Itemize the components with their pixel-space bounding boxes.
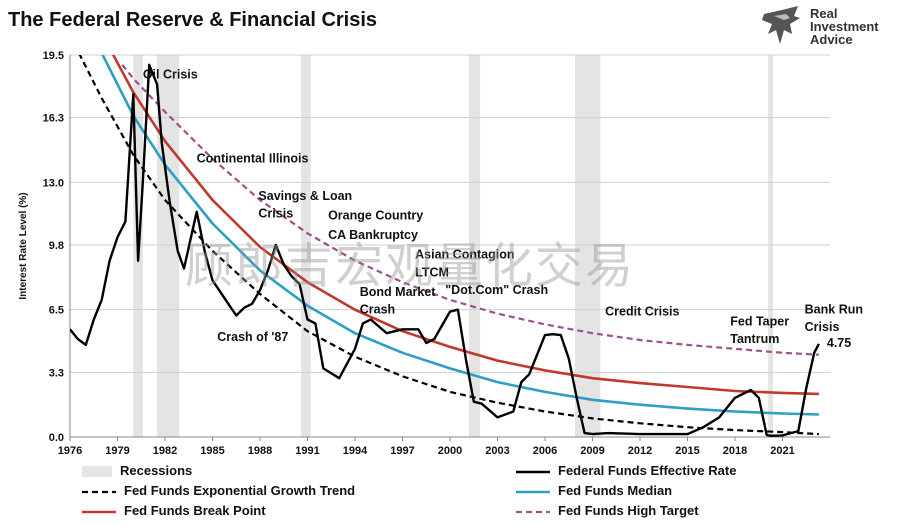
watermark-text: 顾郎吉宏观量化交易 [185,238,636,294]
x-tick-label: 1997 [390,445,414,457]
x-tick-label: 1985 [200,445,224,457]
x-tick-label: 1988 [248,445,272,457]
series-median [101,55,819,416]
chart-title: The Federal Reserve & Financial Crisis [8,9,378,31]
y-tick-label: 3.3 [49,367,64,379]
annotation-label: Bank Run [805,303,863,317]
recession-band [469,55,481,437]
y-axis-title: Interest Rate Level (%) [18,192,29,299]
y-tick-label: 16.3 [43,113,64,125]
x-tick-label: 2018 [723,445,747,457]
series-lines [70,55,820,437]
x-tick-label: 2009 [580,445,604,457]
x-tick-label: 2000 [438,445,462,457]
x-tick-label: 1982 [153,445,177,457]
annotation-label: Credit Crisis [605,305,679,319]
annotation-label: Orange Country [328,209,423,223]
annotation-label: Continental Illinois [197,152,309,166]
recession-band [768,55,773,437]
annotation-label: "Dot.Com" Crash [445,283,548,297]
x-tick-label: 1976 [58,445,82,457]
recession-band [575,55,601,437]
y-tick-label: 6.5 [49,305,64,317]
annotations: Oil Crisis Continental Illinois Savings & … [143,68,863,350]
brand-line-3: Advice [810,32,853,47]
brand-line-1: Real [810,6,838,21]
axes: 0.0 3.3 6.5 9.8 13.0 16.3 19.5 1976 1979 1982 1985… [43,50,830,457]
annotation-label: Bond Market [360,285,437,299]
brand-line-2: Investment [810,19,879,34]
annotation-label: Crash [360,303,395,317]
annotation-label: Savings & Loan [258,189,352,203]
brand-logo: Real Investment Advice [760,4,895,48]
series-break-point [111,55,819,396]
annotation-label: Crisis [805,320,840,334]
y-tick-label: 9.8 [49,240,64,252]
x-tick-label: 2021 [770,445,794,457]
recession-band [301,55,311,437]
eagle-icon [762,6,800,44]
annotation-label: Oil Crisis [143,68,198,82]
x-tick-label: 2006 [533,445,557,457]
annotation-label: Tantrum [730,332,779,346]
annotation-label: LTCM [415,265,449,279]
y-tick-label: 19.5 [43,50,64,62]
x-tick-label: 1991 [295,445,319,457]
annotation-label: Asian Contagion [415,248,514,262]
annotation-label: Crisis [258,207,293,221]
x-tick-label: 1979 [105,445,129,457]
annotation-label: Crash of '87 [217,330,288,344]
x-tick-label: 2012 [628,445,652,457]
y-tick-label: 13.0 [43,177,64,189]
annotation-label: 4.75 [827,336,851,350]
annotation-label: Fed Taper [730,314,789,328]
y-tick-label: 0.0 [49,432,64,444]
series-exponential-trend [78,55,819,436]
annotation-label: CA Bankruptcy [328,228,418,242]
series-effective-rate [70,63,820,437]
brand-name: Real Investment Advice [810,7,879,46]
x-tick-label: 2015 [675,445,699,457]
x-tick-label: 2003 [485,445,509,457]
x-tick-label: 1994 [343,445,368,457]
